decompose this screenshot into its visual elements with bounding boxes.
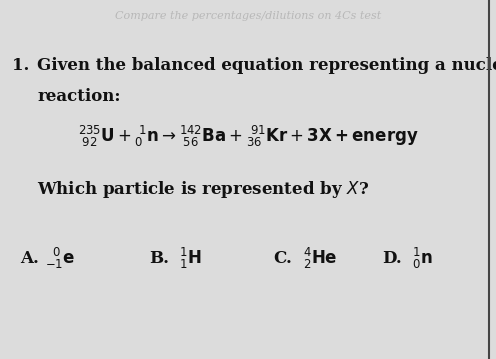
Text: Compare the percentages/dilutions on 4Cs test: Compare the percentages/dilutions on 4Cs… [115, 11, 381, 21]
Text: $^{4}_{2}\mathbf{He}$: $^{4}_{2}\mathbf{He}$ [303, 246, 337, 271]
Text: $^{\ \ 0}_{-1}\mathbf{e}$: $^{\ \ 0}_{-1}\mathbf{e}$ [45, 246, 75, 271]
Text: C.: C. [273, 250, 292, 267]
Text: $^{1}_{0}\mathbf{n}$: $^{1}_{0}\mathbf{n}$ [412, 246, 432, 271]
Text: 1.: 1. [12, 57, 30, 74]
Text: $^{1}_{1}\mathbf{H}$: $^{1}_{1}\mathbf{H}$ [179, 246, 201, 271]
Text: Which particle is represented by $\mathit{X}$?: Which particle is represented by $\mathi… [37, 180, 369, 200]
Text: reaction:: reaction: [37, 88, 121, 105]
Text: Given the balanced equation representing a nuclear: Given the balanced equation representing… [37, 57, 496, 74]
Text: B.: B. [149, 250, 169, 267]
Text: A.: A. [20, 250, 39, 267]
Text: $^{235}_{\ 92}\mathbf{U} + {^{\ 1}_{0}}\mathbf{n} \rightarrow {^{142}_{\ 56}}\ma: $^{235}_{\ 92}\mathbf{U} + {^{\ 1}_{0}}\… [78, 124, 418, 149]
Text: D.: D. [382, 250, 402, 267]
